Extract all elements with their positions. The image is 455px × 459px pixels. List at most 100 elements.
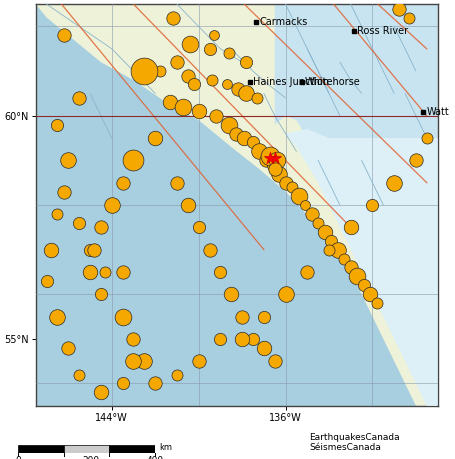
Polygon shape xyxy=(275,4,438,406)
Point xyxy=(282,291,289,298)
Point xyxy=(373,299,380,307)
Point xyxy=(267,152,274,160)
Text: 0: 0 xyxy=(15,456,21,459)
Point xyxy=(271,166,278,173)
Point xyxy=(271,358,278,365)
Point xyxy=(76,219,83,226)
Point xyxy=(369,202,376,209)
Point xyxy=(241,134,248,142)
Point xyxy=(395,5,402,12)
Point xyxy=(43,277,50,285)
Point xyxy=(108,202,116,209)
Point xyxy=(314,219,322,226)
Point xyxy=(282,179,289,186)
Point xyxy=(217,335,224,342)
Point xyxy=(210,32,217,39)
Point xyxy=(130,335,137,342)
Point xyxy=(249,335,257,342)
Point xyxy=(325,246,333,253)
Point xyxy=(275,170,283,177)
Point xyxy=(76,94,83,101)
Point xyxy=(191,81,198,88)
Point xyxy=(187,41,194,48)
Point xyxy=(406,14,413,21)
Text: km: km xyxy=(159,443,172,452)
Point xyxy=(360,282,367,289)
Polygon shape xyxy=(36,4,438,406)
Point xyxy=(243,90,250,97)
Point xyxy=(156,67,163,75)
Point xyxy=(130,358,137,365)
Point xyxy=(119,179,126,186)
Point xyxy=(184,72,192,79)
Point xyxy=(97,389,105,396)
Point xyxy=(54,313,61,320)
Point xyxy=(347,224,354,231)
Point xyxy=(119,380,126,387)
Point xyxy=(238,313,246,320)
Point xyxy=(101,268,109,275)
Point xyxy=(61,188,68,195)
Point xyxy=(141,67,148,75)
Point xyxy=(206,45,213,52)
Point xyxy=(152,134,159,142)
Point xyxy=(119,313,126,320)
Point xyxy=(86,268,94,275)
Point xyxy=(256,148,263,155)
Point xyxy=(249,139,257,146)
Point xyxy=(321,228,329,235)
Point xyxy=(54,121,61,129)
Point xyxy=(288,184,296,191)
Point xyxy=(223,81,231,88)
Point xyxy=(167,99,174,106)
Point xyxy=(340,255,348,262)
Point xyxy=(54,210,61,218)
Point xyxy=(423,134,430,142)
Point xyxy=(228,291,235,298)
Point xyxy=(234,85,242,93)
Point xyxy=(271,154,278,162)
Point xyxy=(208,76,215,84)
Bar xyxy=(18,445,64,453)
Point xyxy=(225,50,233,57)
Point xyxy=(260,313,268,320)
Point xyxy=(243,58,250,66)
Point xyxy=(303,268,311,275)
Point xyxy=(267,154,274,162)
Point xyxy=(173,371,181,378)
Point xyxy=(173,58,181,66)
Point xyxy=(225,121,233,129)
Polygon shape xyxy=(286,129,438,406)
Text: 400: 400 xyxy=(146,456,163,459)
Point xyxy=(238,335,246,342)
Point xyxy=(254,94,261,101)
Point xyxy=(180,103,187,111)
Point xyxy=(97,291,105,298)
Text: EarthquakesCanada
SéismesCanada: EarthquakesCanada SéismesCanada xyxy=(309,433,400,452)
Bar xyxy=(109,445,155,453)
Point xyxy=(76,371,83,378)
Point xyxy=(269,161,276,168)
Point xyxy=(152,380,159,387)
Point xyxy=(273,157,280,164)
Point xyxy=(86,246,94,253)
Point xyxy=(65,344,72,352)
Point xyxy=(217,268,224,275)
Point xyxy=(412,157,420,164)
Point xyxy=(390,179,398,186)
Text: Ross River: Ross River xyxy=(357,26,409,36)
Bar xyxy=(64,445,109,453)
Point xyxy=(47,246,55,253)
Point xyxy=(169,14,176,21)
Point xyxy=(65,157,72,164)
Point xyxy=(328,237,335,244)
Point xyxy=(260,344,268,352)
Point xyxy=(97,224,105,231)
Point xyxy=(295,192,302,200)
Point xyxy=(195,358,202,365)
Point xyxy=(232,130,239,137)
Point xyxy=(347,264,354,271)
Point xyxy=(184,202,192,209)
Point xyxy=(130,157,137,164)
Point xyxy=(195,224,202,231)
